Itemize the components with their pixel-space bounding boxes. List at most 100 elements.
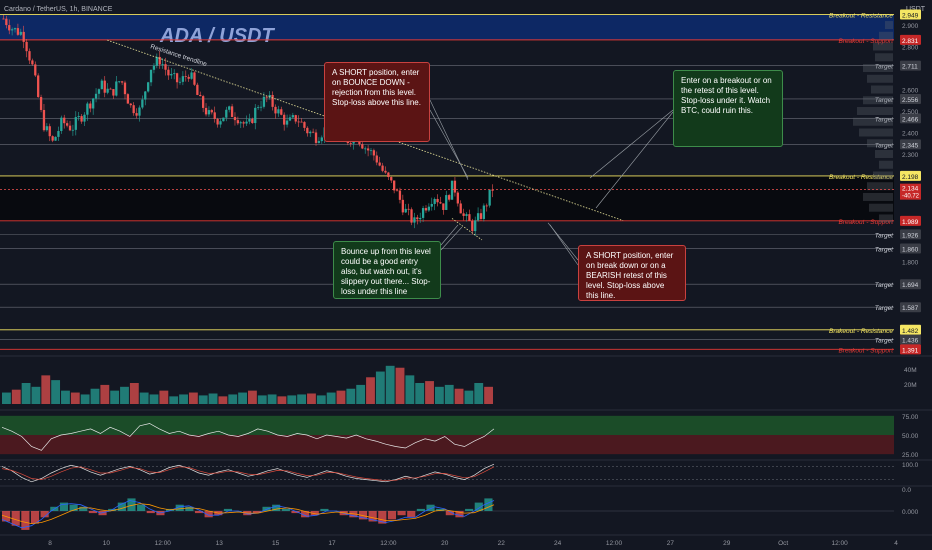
level-price-label: 1.989	[902, 219, 919, 226]
candle-body	[433, 198, 436, 204]
macd-histogram-bar	[204, 511, 213, 518]
candle-body	[401, 199, 404, 213]
candle-body	[361, 144, 364, 149]
level-price-tag	[900, 139, 921, 150]
level-price-label: 1.482	[902, 328, 919, 335]
candle-body	[453, 180, 457, 193]
candle-body	[34, 64, 37, 76]
macd-histogram-bar	[59, 502, 69, 511]
volume-profile-bar	[879, 214, 893, 223]
candle-body	[167, 69, 170, 76]
candle-body	[476, 213, 480, 221]
candle-body	[68, 125, 72, 131]
candle-body	[190, 72, 193, 79]
level-price-tag	[900, 113, 921, 124]
candle-body	[436, 198, 439, 203]
candle-body	[398, 190, 402, 200]
stoch-tick-label: 0.0	[902, 487, 911, 494]
volume-bar	[31, 386, 41, 404]
candle-body	[71, 129, 75, 131]
volume-bar	[120, 386, 129, 404]
macd-histogram-bar	[137, 504, 146, 511]
macd-line	[1, 500, 495, 529]
candle-body	[216, 118, 219, 125]
level-price-label: 2.556	[902, 97, 919, 104]
volume-profile-bar	[867, 74, 893, 83]
candle-body	[57, 131, 60, 137]
candle-body	[228, 106, 231, 110]
volume-bar	[208, 393, 218, 404]
macd-histogram-bar	[21, 511, 30, 530]
candle-body	[37, 75, 40, 97]
candle-body	[109, 88, 112, 90]
volume-bar	[297, 394, 307, 404]
candle-body	[147, 82, 150, 92]
level-price-label: 1.587	[902, 305, 919, 312]
candle-body	[372, 150, 376, 156]
macd-histogram-bar	[262, 506, 271, 511]
volume-bar	[277, 396, 287, 404]
level-price-label: 1.436	[902, 338, 919, 345]
candle-body	[152, 65, 156, 70]
macd-histogram-bar	[281, 508, 290, 511]
volume-bar	[287, 395, 297, 404]
candle-body	[349, 143, 352, 144]
macd-histogram-bar	[445, 511, 454, 516]
macd-histogram-bar	[146, 511, 155, 514]
candle-body	[265, 96, 268, 98]
candle-body	[317, 141, 321, 143]
candle-body	[268, 94, 271, 98]
candle-body	[106, 88, 109, 93]
macd-histogram-bar	[407, 511, 416, 518]
candle-body	[280, 109, 283, 115]
candle-body	[39, 96, 43, 110]
candle-body	[42, 109, 46, 131]
candle-body	[54, 136, 57, 141]
candle-body	[419, 217, 422, 220]
level-price-label: 2.198	[902, 174, 919, 181]
candle-body	[474, 220, 477, 232]
y-tick-label: 2.500	[902, 109, 919, 116]
x-tick-label: 10	[103, 540, 111, 547]
level-label: Target	[875, 64, 894, 71]
macd-histogram-bar	[30, 511, 40, 524]
volume-bar	[267, 394, 277, 404]
macd-histogram-bar	[368, 511, 377, 522]
volume-profile-bar	[879, 31, 893, 40]
macd-histogram-bar	[117, 502, 126, 511]
y-tick-label: 2.600	[902, 88, 919, 95]
level-price-tag	[900, 334, 921, 345]
volume-profile-bar	[879, 160, 893, 169]
volume-bar	[228, 394, 238, 404]
macd-histogram-bar	[378, 511, 387, 524]
level-label: Target	[875, 97, 894, 104]
candle-body	[468, 214, 471, 221]
candle-body	[199, 94, 202, 97]
candle-body	[28, 51, 31, 61]
x-tick-label: 8	[48, 540, 52, 547]
candle-body	[407, 208, 410, 210]
candle-body	[395, 190, 399, 192]
candle-body	[60, 117, 63, 132]
callout-pointer	[595, 111, 674, 209]
macd-histogram-bar	[426, 504, 435, 511]
last-price-tag	[900, 183, 921, 200]
symbol-info: Cardano / TetherUS, 1h, BINANCE	[4, 6, 113, 13]
candle-body	[248, 118, 251, 122]
candle-body	[187, 76, 190, 79]
level-label: Target	[875, 305, 894, 312]
candle-body	[135, 113, 138, 116]
level-price-label: 2.949	[902, 13, 919, 20]
candle-body	[485, 205, 488, 207]
candle-body	[236, 120, 240, 124]
candle-body	[175, 73, 179, 83]
macd-histogram-bar	[223, 508, 233, 511]
candle-body	[450, 180, 454, 200]
candle-body	[320, 137, 323, 142]
macd-histogram-bar	[358, 511, 368, 520]
candle-body	[309, 131, 312, 134]
candle-body	[173, 73, 176, 75]
candle-body	[65, 123, 69, 126]
